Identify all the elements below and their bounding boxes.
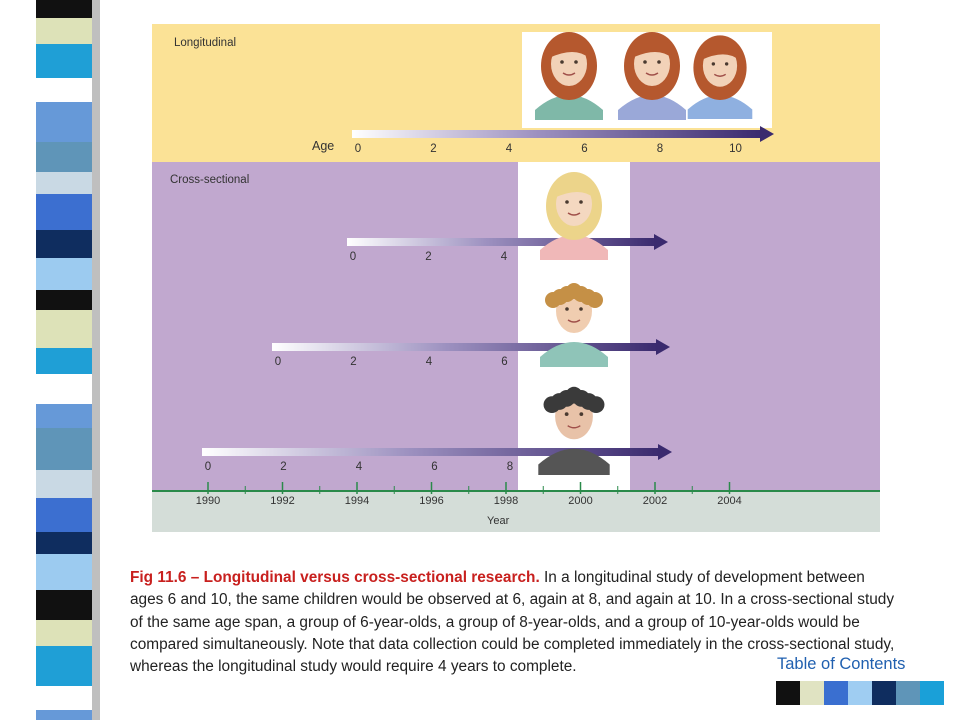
age-tick-label: 4 <box>501 251 508 263</box>
age-tick-label: 2 <box>425 251 431 263</box>
toc-swatch <box>896 681 920 705</box>
longitudinal-vs-cross-sectional-figure: Longitudinal Age Cross-sectional Year 0 2… <box>152 24 880 532</box>
table-of-contents-link[interactable]: Table of Contents <box>777 655 906 673</box>
caption-title: Fig 11.6 – Longitudinal versus cross-sec… <box>130 569 540 586</box>
toc-swatch <box>872 681 896 705</box>
age-tick-label: 4 <box>356 461 363 473</box>
age-tick-label: 0 <box>355 143 361 155</box>
year-tick-label: 1996 <box>419 495 443 507</box>
curly-haired-child-face-icon <box>540 283 608 367</box>
age-tick-label: 6 <box>581 143 587 155</box>
year-tick-label: 1998 <box>494 495 518 507</box>
toc-swatch <box>848 681 872 705</box>
blonde-child-face-icon <box>540 172 608 260</box>
arrow-head <box>760 126 774 142</box>
toc-swatch <box>824 681 848 705</box>
decorative-stripe <box>0 0 100 720</box>
year-tick-label: 2000 <box>568 495 592 507</box>
year-tick-label: 2002 <box>643 495 667 507</box>
age-tick-label: 0 <box>275 356 281 368</box>
age-tick-label: 0 <box>205 461 211 473</box>
age-tick-label: 8 <box>657 143 663 155</box>
year-tick-label: 2004 <box>717 495 741 507</box>
longitudinal-label: Longitudinal <box>174 37 236 49</box>
arrow-shaft <box>272 343 658 351</box>
toc-swatch <box>776 681 800 705</box>
dark-haired-boy-face-icon <box>538 386 610 475</box>
age-tick-label: 0 <box>350 251 356 263</box>
figure-caption: Fig 11.6 – Longitudinal versus cross-sec… <box>130 567 900 678</box>
age-tick-label: 8 <box>507 461 513 473</box>
year-tick-label: 1990 <box>196 495 220 507</box>
age-tick-label: 2 <box>350 356 356 368</box>
arrow-shaft <box>347 238 656 246</box>
longitudinal-age-arrow: 0 2 4 6 8 10 <box>352 126 774 155</box>
toc-swatch <box>920 681 944 705</box>
arrow-head <box>654 234 668 250</box>
age-tick-label: 4 <box>426 356 433 368</box>
year-tick-label: 1992 <box>270 495 294 507</box>
table-of-contents-swatches <box>776 681 944 705</box>
arrow-shaft <box>352 130 762 138</box>
toc-swatch <box>800 681 824 705</box>
cross-sectional-band <box>152 162 880 490</box>
age-tick-label: 2 <box>280 461 286 473</box>
girl-face-icon <box>535 32 603 120</box>
age-tick-label: 6 <box>501 356 507 368</box>
age-tick-label: 6 <box>431 461 437 473</box>
arrow-shaft <box>202 448 660 456</box>
arrow-head <box>658 444 672 460</box>
arrow-head <box>656 339 670 355</box>
timeline-band <box>152 490 880 532</box>
age-tick-label: 2 <box>430 143 436 155</box>
age-tick-label: 4 <box>506 143 513 155</box>
year-tick-label: 1994 <box>345 495 369 507</box>
age-label: Age <box>312 139 334 153</box>
girl-face-icon <box>618 32 686 120</box>
cross-sectional-label: Cross-sectional <box>170 174 249 186</box>
age-tick-label: 10 <box>729 143 742 155</box>
year-label: Year <box>487 515 510 527</box>
girl-face-icon <box>687 35 753 119</box>
caption-body: In a longitudinal study of development b… <box>130 569 895 676</box>
